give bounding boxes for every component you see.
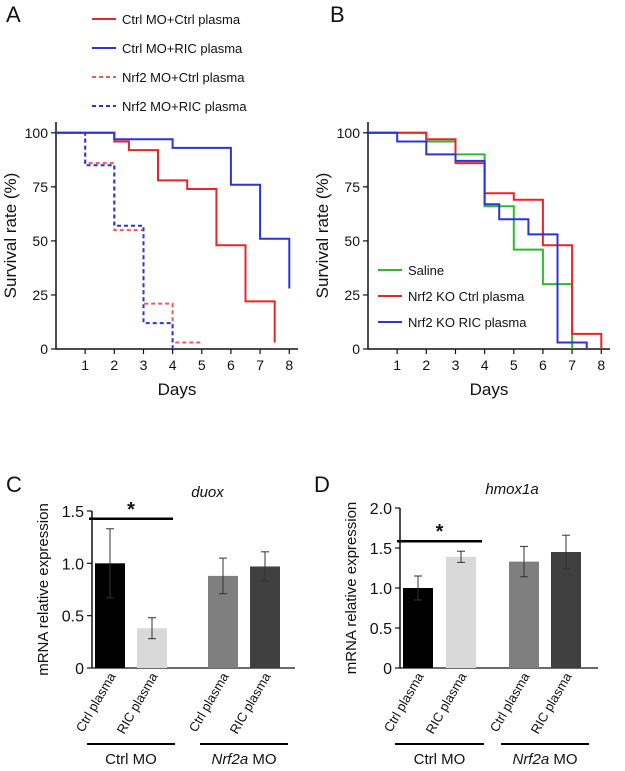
gene-title: hmox1a xyxy=(485,481,538,498)
y-tick-label: 75 xyxy=(32,179,48,195)
category-label-3: Ctrl plasma xyxy=(487,669,533,734)
y-tick-label: 0 xyxy=(40,341,48,357)
significance-star: * xyxy=(436,521,444,543)
legend-label-1: Ctrl MO+Ctrl plasma xyxy=(122,12,241,27)
x-tick-label: 8 xyxy=(597,357,605,373)
y-tick-label: 1.5 xyxy=(370,541,392,558)
y-tick-label: 2.0 xyxy=(370,501,392,518)
x-tick-label: 1 xyxy=(81,357,89,373)
panel-letter-c: C xyxy=(6,472,22,497)
group-label-1: Ctrl MO xyxy=(105,751,157,768)
y-tick-label: 0 xyxy=(383,661,392,678)
legend-label-2: Ctrl MO+RIC plasma xyxy=(122,41,243,56)
y-tick-label: 50 xyxy=(344,233,360,249)
x-axis-title: Days xyxy=(470,380,509,399)
group-label-text: Ctrl MO xyxy=(414,751,466,768)
panel-a: 1 2 3 4 5 6 7 8 0 25 50 75 100 Days Survival rate (%) C… xyxy=(1,12,298,399)
y-tick-label: 25 xyxy=(32,287,48,303)
y-tick-label: 0.5 xyxy=(370,621,392,638)
x-tick-label: 4 xyxy=(169,357,177,373)
panel-b: 1 2 3 4 5 6 7 8 0 25 50 75 100 Days Survival rate (%) S… xyxy=(313,122,610,399)
group-label-text: Ctrl MO xyxy=(105,751,157,768)
y-tick-label: 100 xyxy=(337,125,361,141)
legend-label-4: Nrf2 MO+RIC plasma xyxy=(122,99,247,114)
x-axis-title: Days xyxy=(158,380,197,399)
series-line-4 xyxy=(56,131,174,349)
x-tick-label: 7 xyxy=(568,357,576,373)
y-tick-label: 75 xyxy=(344,179,360,195)
category-label-2: RIC plasma xyxy=(423,669,470,736)
bar-1 xyxy=(403,588,433,668)
group-label-2: Nrf2a MO xyxy=(211,751,276,768)
significance-star: * xyxy=(127,499,135,521)
bar-4 xyxy=(551,552,581,668)
x-tick-label: 3 xyxy=(140,357,148,373)
y-tick-label: 0 xyxy=(352,341,360,357)
legend-label-3: Nrf2 MO+Ctrl plasma xyxy=(122,70,245,85)
bar-4 xyxy=(250,566,280,668)
y-axis-title: Survival rate (%) xyxy=(313,173,332,299)
series-line-2 xyxy=(368,131,603,349)
legend-label-1: Saline xyxy=(408,263,444,278)
x-tick-label: 2 xyxy=(422,357,430,373)
gene-title: duox xyxy=(191,484,224,501)
x-tick-label: 6 xyxy=(227,357,235,373)
y-axis-title: mRNA relative expression xyxy=(35,503,52,676)
x-tick-label: 6 xyxy=(539,357,547,373)
y-axis-title: mRNA relative expression xyxy=(343,502,360,675)
y-tick-label: 25 xyxy=(344,287,360,303)
category-label-1: Ctrl plasma xyxy=(381,669,427,734)
group-label-italic: Nrf2a xyxy=(512,751,549,768)
x-tick-label: 5 xyxy=(510,357,518,373)
panel-c: 0 0.5 1.0 1.5 mRNA relative expression duox Ct… xyxy=(35,484,295,768)
x-tick-label: 1 xyxy=(393,357,401,373)
panel-letter-d: D xyxy=(314,472,330,497)
x-tick-label: 2 xyxy=(110,357,118,373)
x-tick-label: 7 xyxy=(256,357,264,373)
group-label-text: MO xyxy=(549,751,577,768)
y-tick-label: 1.0 xyxy=(62,556,84,573)
y-tick-label: 1.5 xyxy=(62,504,84,521)
y-tick-label: 100 xyxy=(25,125,49,141)
legend-label-3: Nrf2 KO RIC plasma xyxy=(408,315,527,330)
series-line-3 xyxy=(56,131,202,344)
series-line-3 xyxy=(368,131,588,349)
group-label-italic: Nrf2a xyxy=(211,751,248,768)
x-tick-label: 8 xyxy=(285,357,293,373)
x-tick-label: 4 xyxy=(481,357,489,373)
y-tick-label: 0 xyxy=(75,661,84,678)
group-label-text: MO xyxy=(248,751,276,768)
x-tick-label: 5 xyxy=(198,357,206,373)
y-tick-label: 0.5 xyxy=(62,609,84,626)
group-label-1: Ctrl MO xyxy=(414,751,466,768)
category-label-4: RIC plasma xyxy=(227,669,274,736)
category-label-2: RIC plasma xyxy=(114,669,161,736)
bar-2 xyxy=(446,556,476,668)
panel-d: 0 0.5 1.0 1.5 2.0 mRNA relative expression hmo… xyxy=(343,481,598,768)
legend-label-2: Nrf2 KO Ctrl plasma xyxy=(408,289,525,304)
y-tick-label: 50 xyxy=(32,233,48,249)
panel-letter-a: A xyxy=(6,2,21,27)
bar-3 xyxy=(509,561,539,668)
y-tick-label: 1.0 xyxy=(370,581,392,598)
category-label-1: Ctrl plasma xyxy=(73,669,119,734)
category-label-4: RIC plasma xyxy=(528,669,575,736)
panel-letter-b: B xyxy=(330,2,345,27)
category-label-3: Ctrl plasma xyxy=(186,669,232,734)
y-axis-title: Survival rate (%) xyxy=(1,173,20,299)
series-line-2 xyxy=(56,131,291,289)
series-line-1 xyxy=(56,131,276,343)
group-label-2: Nrf2a MO xyxy=(512,751,577,768)
x-tick-label: 3 xyxy=(452,357,460,373)
